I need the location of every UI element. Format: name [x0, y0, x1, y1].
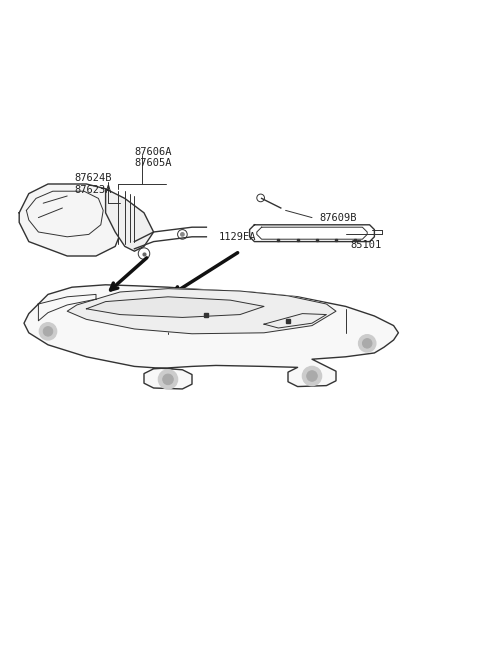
Circle shape	[362, 338, 372, 348]
Circle shape	[43, 327, 53, 336]
Circle shape	[39, 323, 57, 340]
Polygon shape	[24, 285, 398, 389]
Polygon shape	[19, 184, 125, 256]
Text: 87606A
87605A: 87606A 87605A	[134, 147, 172, 169]
Text: 87609B: 87609B	[319, 213, 357, 222]
Circle shape	[180, 232, 185, 237]
Polygon shape	[86, 297, 264, 318]
Text: 85101: 85101	[350, 241, 382, 251]
Circle shape	[163, 374, 173, 384]
Polygon shape	[106, 189, 154, 251]
Circle shape	[302, 367, 322, 386]
Circle shape	[307, 371, 317, 381]
Text: 87624B
87623A: 87624B 87623A	[74, 173, 112, 195]
Circle shape	[359, 335, 376, 352]
Polygon shape	[67, 289, 336, 334]
Text: 1129EA: 1129EA	[218, 232, 256, 242]
Circle shape	[158, 370, 178, 389]
